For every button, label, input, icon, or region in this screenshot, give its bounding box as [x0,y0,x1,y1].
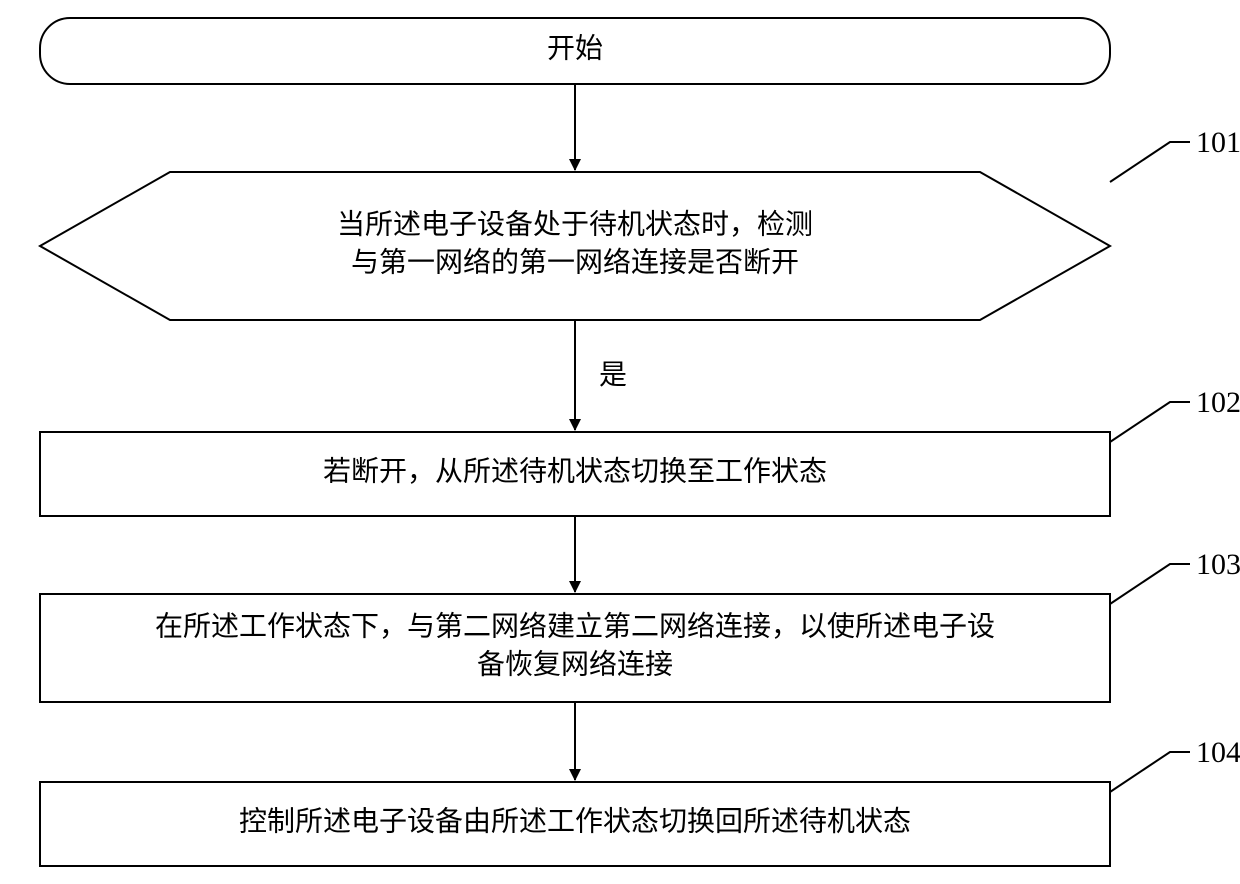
node-text: 控制所述电子设备由所述工作状态切换回所述待机状态 [239,805,911,837]
node-text: 若断开，从所述待机状态切换至工作状态 [323,455,827,487]
edge-label: 是 [599,360,627,391]
ref-number: 101 [1196,126,1240,159]
ref-leader-104 [1110,752,1190,792]
node-step102: 若断开，从所述待机状态切换至工作状态 [40,432,1110,516]
node-start: 开始 [40,18,1110,84]
ref-number: 102 [1196,386,1240,419]
ref-leader-102 [1110,402,1190,442]
node-decision: 当所述电子设备处于待机状态时，检测与第一网络的第一网络连接是否断开 [40,172,1110,320]
node-text: 在所述工作状态下，与第二网络建立第二网络连接，以使所述电子设 [155,611,995,643]
node-text: 当所述电子设备处于待机状态时，检测 [337,209,813,241]
node-text: 开始 [547,32,603,64]
node-text: 备恢复网络连接 [477,648,673,680]
ref-number: 104 [1196,736,1240,769]
ref-number: 103 [1196,548,1240,581]
node-step104: 控制所述电子设备由所述工作状态切换回所述待机状态 [40,782,1110,866]
ref-leader-103 [1110,564,1190,604]
node-text: 与第一网络的第一网络连接是否断开 [351,246,799,278]
ref-leader-101 [1110,142,1190,182]
node-step103: 在所述工作状态下，与第二网络建立第二网络连接，以使所述电子设备恢复网络连接 [40,594,1110,702]
flowchart-canvas: 是 开始当所述电子设备处于待机状态时，检测与第一网络的第一网络连接是否断开若断开… [0,0,1240,884]
